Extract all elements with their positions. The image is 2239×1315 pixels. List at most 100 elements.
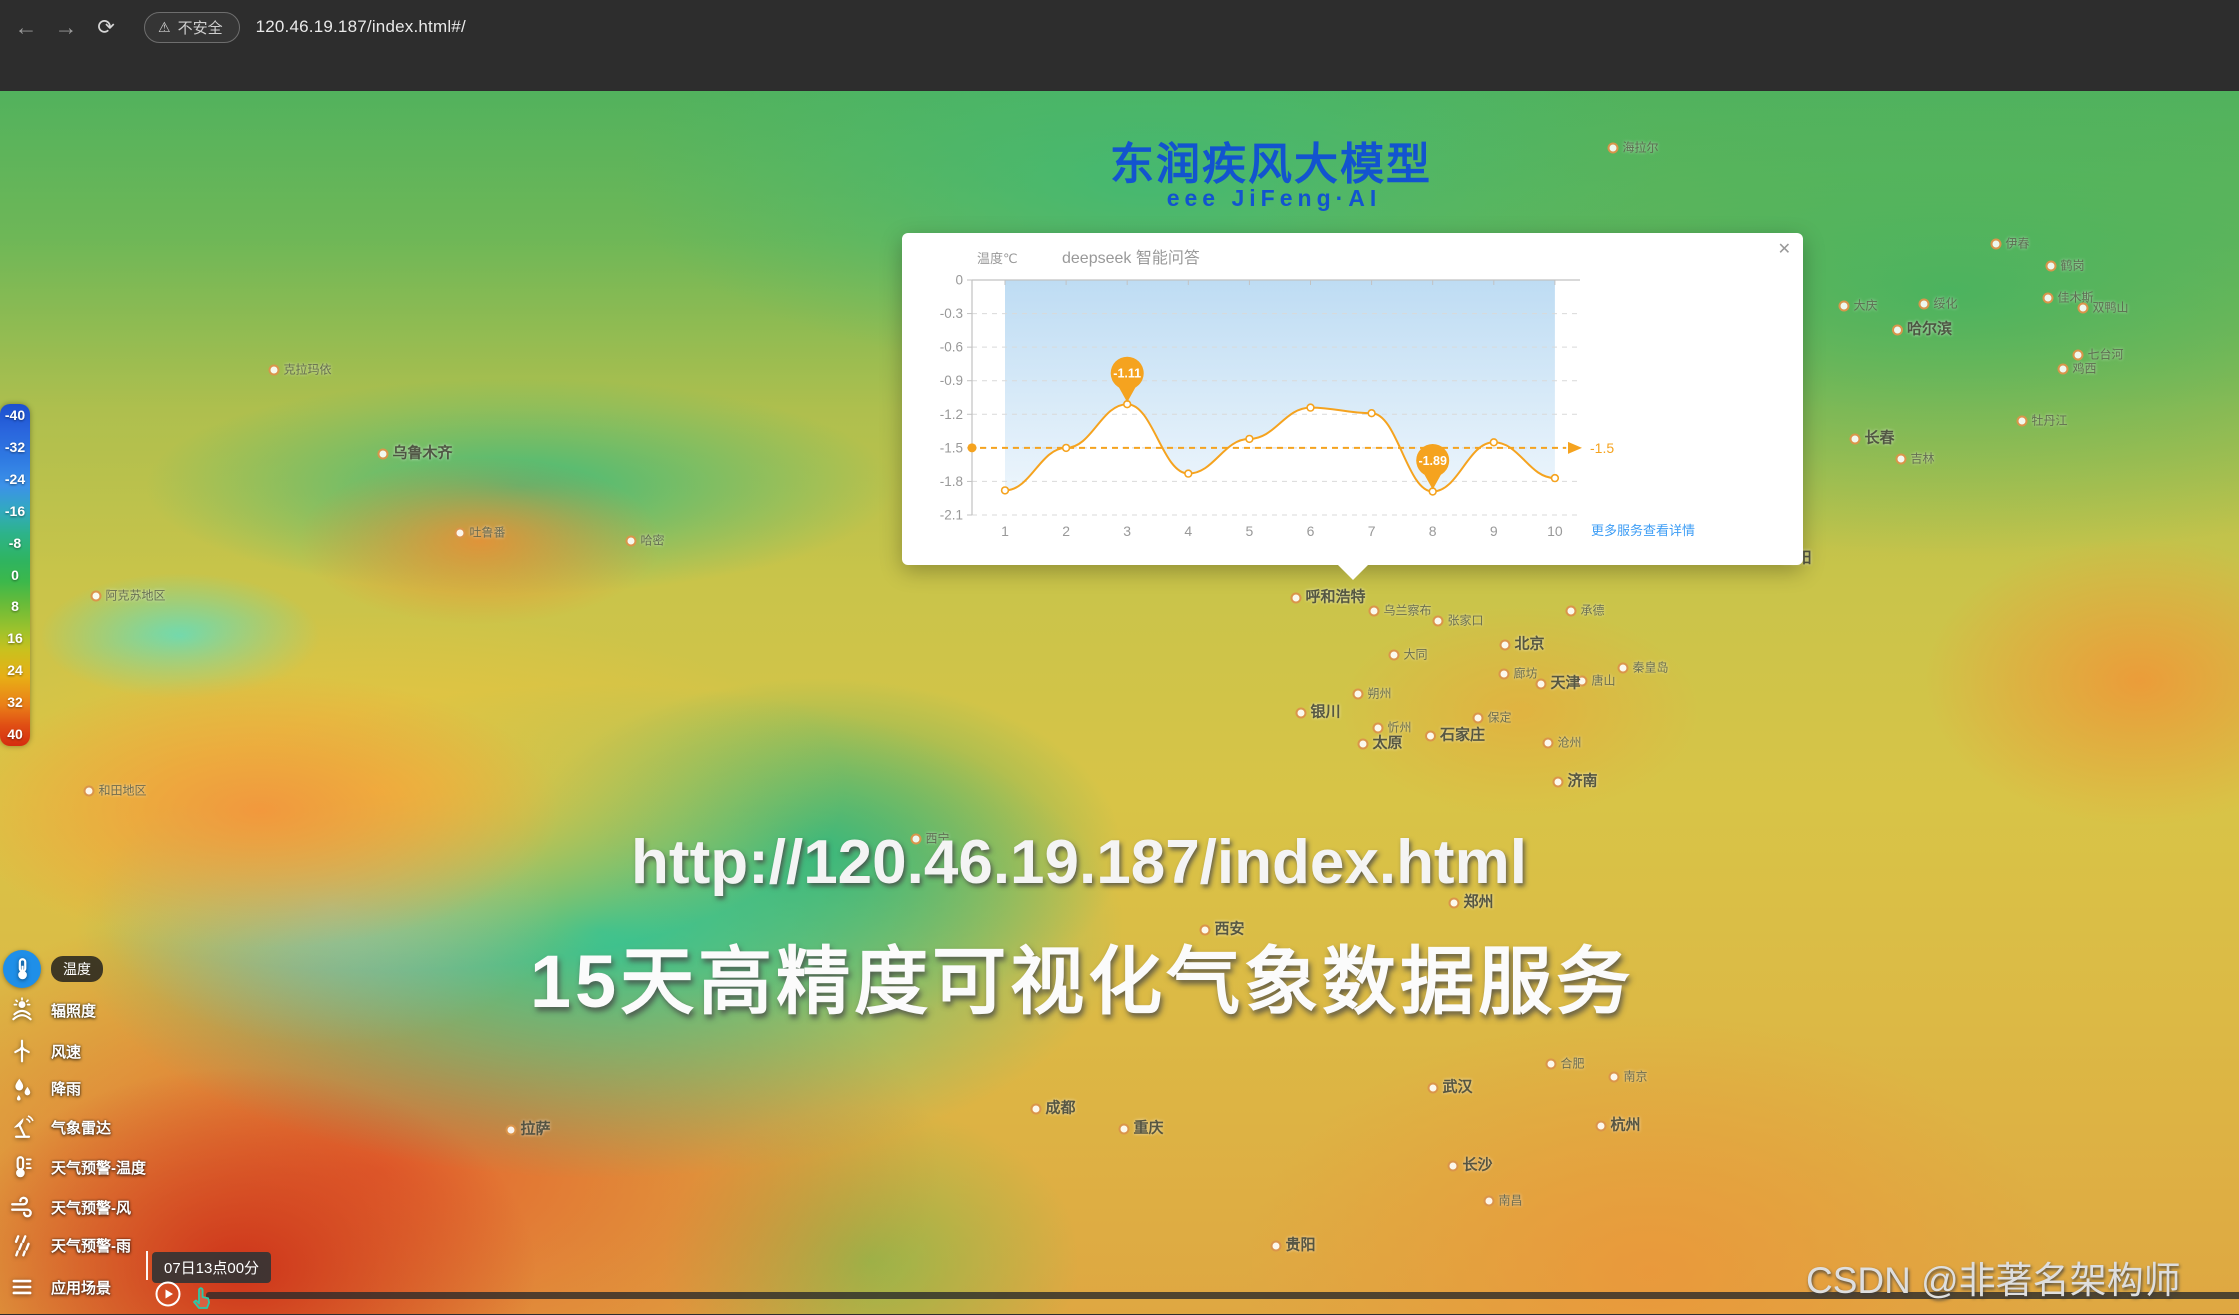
more-services-link[interactable]: 更多服务查看详情 xyxy=(1590,523,1695,538)
map-city-label: 石家庄 xyxy=(1424,724,1485,745)
play-button[interactable] xyxy=(155,1281,181,1307)
slogan-watermark: 15天高精度可视化气象数据服务 xyxy=(529,940,1635,1023)
map-city-label: 贵阳 xyxy=(1270,1234,1316,1255)
map-city-label: 克拉玛依 xyxy=(268,361,332,378)
map-city-label: 太原 xyxy=(1357,732,1403,753)
layer-item-7[interactable]: 天气预警-风 xyxy=(0,1187,131,1227)
rain-alert-icon xyxy=(3,1226,41,1264)
svg-text:-2.1: -2.1 xyxy=(940,508,963,523)
legend-value: 0 xyxy=(11,566,19,583)
city-dot-icon xyxy=(2016,415,2028,427)
svg-text:-1.5: -1.5 xyxy=(940,440,963,455)
map-city-label: 北京 xyxy=(1499,633,1545,654)
city-dot-icon xyxy=(2077,302,2089,314)
city-dot-icon xyxy=(1849,433,1861,445)
layer-item-5[interactable]: 气象雷达 xyxy=(0,1107,111,1147)
wind-turbine-icon xyxy=(3,1032,41,1070)
legend-value: -32 xyxy=(4,438,26,455)
map-city-label: 鸡西 xyxy=(2057,360,2097,377)
city-dot-icon xyxy=(2057,363,2069,375)
svg-text:-1.5: -1.5 xyxy=(1590,440,1614,456)
forward-button[interactable]: → xyxy=(54,13,78,40)
security-badge[interactable]: ⚠ 不安全 xyxy=(144,11,240,43)
city-dot-icon xyxy=(1368,605,1380,617)
legend-value: 8 xyxy=(11,598,19,615)
city-dot-icon xyxy=(1595,1120,1607,1132)
hand-cursor-icon xyxy=(190,1284,214,1315)
map-city-label: 郑州 xyxy=(1448,891,1494,912)
city-dot-icon xyxy=(1891,324,1903,336)
layer-label: 应用场景 xyxy=(51,1279,112,1297)
city-dot-icon xyxy=(1552,776,1564,788)
legend-value: -8 xyxy=(8,534,22,551)
svg-text:10: 10 xyxy=(1547,523,1563,539)
layer-label: 风速 xyxy=(51,1043,82,1061)
city-dot-icon xyxy=(1372,722,1384,734)
layer-item-6[interactable]: 天气预警-温度 xyxy=(0,1147,146,1187)
map-city-label: 张家口 xyxy=(1432,612,1484,629)
svg-text:-1.11: -1.11 xyxy=(1113,367,1141,381)
svg-text:-1.89: -1.89 xyxy=(1418,454,1447,468)
city-dot-icon xyxy=(1990,238,2002,250)
layer-label: 气象雷达 xyxy=(51,1119,112,1137)
layer-item-3[interactable]: 风速 xyxy=(0,1031,81,1071)
svg-text:-1.8: -1.8 xyxy=(940,474,963,489)
map-city-label: 秦皇岛 xyxy=(1617,659,1669,676)
city-dot-icon xyxy=(1448,897,1460,909)
legend-gradient-bar xyxy=(0,404,30,746)
temperature-legend: -40 -32 -24 -16 -8 0 8 16 24 32 40 xyxy=(0,404,30,746)
layer-label: 天气预警-雨 xyxy=(51,1237,131,1255)
map-city-label: 大同 xyxy=(1388,646,1428,663)
city-dot-icon xyxy=(1918,298,1930,310)
city-dot-icon xyxy=(1576,675,1588,687)
city-dot-icon xyxy=(1432,615,1444,627)
play-icon xyxy=(155,1281,181,1307)
map-city-label: 鹤岗 xyxy=(2045,257,2085,274)
legend-value: -40 xyxy=(4,407,26,423)
city-dot-icon xyxy=(2042,292,2054,304)
city-dot-icon xyxy=(1542,737,1554,749)
raindrops-icon xyxy=(3,1069,41,1107)
map-city-label: 忻州 xyxy=(1372,719,1412,736)
map-city-label: 南昌 xyxy=(1483,1192,1523,1209)
legend-value: 24 xyxy=(7,662,23,679)
city-dot-icon xyxy=(2045,260,2057,272)
svg-text:9: 9 xyxy=(1490,523,1498,539)
city-dot-icon xyxy=(1290,592,1302,604)
url-field[interactable]: 120.46.19.187/index.html#/ xyxy=(255,17,466,36)
layer-item-4[interactable]: 降雨 xyxy=(0,1068,81,1108)
reload-icon[interactable]: ⟳ xyxy=(97,15,115,39)
svg-text:4: 4 xyxy=(1184,523,1192,539)
layer-item-8[interactable]: 天气预警-雨 xyxy=(0,1225,131,1265)
map-city-label: 济南 xyxy=(1552,770,1598,791)
city-dot-icon xyxy=(1270,1240,1282,1252)
layer-item-9[interactable]: 应用场景 xyxy=(0,1267,111,1307)
svg-text:6: 6 xyxy=(1307,523,1315,539)
map-city-label: 乌兰察布 xyxy=(1368,602,1432,619)
back-button[interactable]: ← xyxy=(14,13,38,40)
map-city-label: 银川 xyxy=(1295,701,1341,722)
svg-text:-0.3: -0.3 xyxy=(940,306,963,321)
map-city-label: 乌鲁木齐 xyxy=(377,442,453,463)
close-icon[interactable]: ✕ xyxy=(1777,241,1791,258)
thermo-alert-icon xyxy=(3,1148,41,1186)
map-city-label: 哈密 xyxy=(625,532,665,549)
city-dot-icon xyxy=(910,833,922,845)
timeline-track[interactable] xyxy=(206,1292,2239,1299)
svg-text:7: 7 xyxy=(1368,523,1376,539)
page-title: 东润疾风大模型 xyxy=(1110,140,1432,189)
radiation-icon xyxy=(3,991,41,1029)
map-city-label: 海拉尔 xyxy=(1607,139,1659,156)
temperature-line-chart[interactable]: 0 -0.3 -0.6 -0.9 -1.2 -1.5 -1.8 -2.1 1 2 3 4 5 6 7 8 9 10… xyxy=(902,233,1803,565)
realtime-monitor: 实时数据监测 温度：-1.93℃电力交易：10WM风电功率：6WM光伏功率：7W… xyxy=(1591,233,1798,565)
layer-item-2[interactable]: 辐照度 xyxy=(0,990,96,1030)
city-dot-icon xyxy=(1545,1058,1557,1070)
svg-text:-0.6: -0.6 xyxy=(940,340,963,355)
radar-icon xyxy=(3,1108,41,1146)
map-city-label: 吐鲁番 xyxy=(454,524,506,541)
panel-pointer xyxy=(1338,565,1368,580)
legend-value: 40 xyxy=(7,726,23,742)
layer-item-1[interactable]: 温度 xyxy=(0,949,103,989)
city-dot-icon xyxy=(1199,924,1211,936)
data-panel: 温度℃ deepseek 智能问答 ✕ 0 -0.3 -0.6 -0.9 -1.2 -1.… xyxy=(902,233,1803,565)
